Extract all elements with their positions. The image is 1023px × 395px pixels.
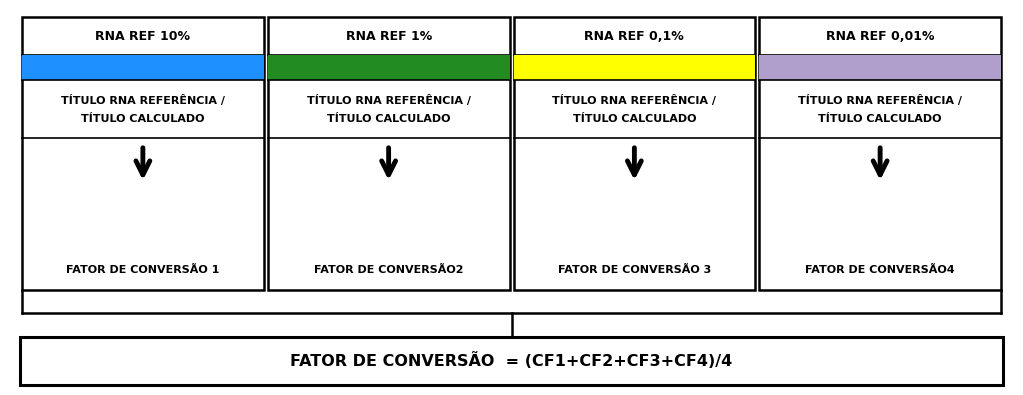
Text: RNA REF 1%: RNA REF 1% bbox=[346, 30, 432, 43]
Bar bbox=[20, 337, 1003, 385]
Text: TÍTULO RNA REFERÊNCIA /: TÍTULO RNA REFERÊNCIA / bbox=[307, 94, 471, 105]
Text: FATOR DE CONVERSÃO 3: FATOR DE CONVERSÃO 3 bbox=[558, 265, 711, 275]
Text: TÍTULO RNA REFERÊNCIA /: TÍTULO RNA REFERÊNCIA / bbox=[61, 94, 225, 105]
Bar bbox=[268, 55, 509, 80]
Bar bbox=[759, 17, 1000, 290]
Text: TÍTULO CALCULADO: TÍTULO CALCULADO bbox=[327, 114, 450, 124]
Bar bbox=[514, 17, 755, 290]
Text: TÍTULO RNA REFERÊNCIA /: TÍTULO RNA REFERÊNCIA / bbox=[798, 94, 962, 105]
Text: RNA REF 10%: RNA REF 10% bbox=[95, 30, 190, 43]
Bar bbox=[514, 55, 755, 80]
Text: RNA REF 0,1%: RNA REF 0,1% bbox=[584, 30, 684, 43]
Text: RNA REF 0,01%: RNA REF 0,01% bbox=[826, 30, 934, 43]
Text: TÍTULO CALCULADO: TÍTULO CALCULADO bbox=[573, 114, 696, 124]
Text: FATOR DE CONVERSÃO  = (CF1+CF2+CF3+CF4)/4: FATOR DE CONVERSÃO = (CF1+CF2+CF3+CF4)/4 bbox=[291, 352, 732, 369]
Text: FATOR DE CONVERSÃO2: FATOR DE CONVERSÃO2 bbox=[314, 265, 463, 275]
Bar bbox=[23, 55, 264, 80]
Bar bbox=[268, 17, 509, 290]
Bar bbox=[23, 17, 264, 290]
Bar bbox=[759, 55, 1000, 80]
Text: FATOR DE CONVERSÃO 1: FATOR DE CONVERSÃO 1 bbox=[66, 265, 220, 275]
Text: TÍTULO CALCULADO: TÍTULO CALCULADO bbox=[818, 114, 942, 124]
Text: TÍTULO RNA REFERÊNCIA /: TÍTULO RNA REFERÊNCIA / bbox=[552, 94, 716, 105]
Text: FATOR DE CONVERSÃO4: FATOR DE CONVERSÃO4 bbox=[805, 265, 954, 275]
Text: TÍTULO CALCULADO: TÍTULO CALCULADO bbox=[81, 114, 205, 124]
